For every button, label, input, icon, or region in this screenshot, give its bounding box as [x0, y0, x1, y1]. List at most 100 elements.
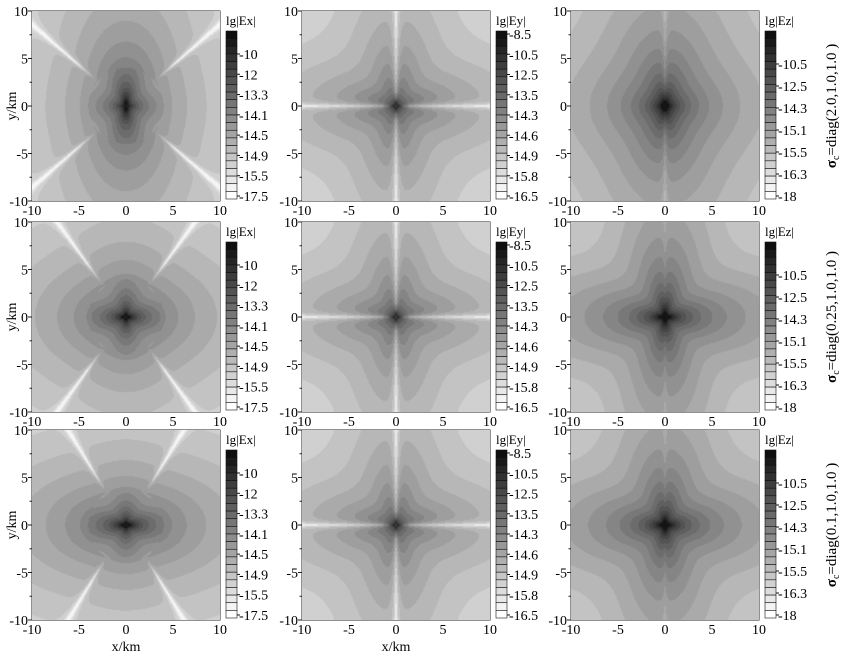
contour-field-ex-row3 — [32, 430, 220, 620]
y-tick-label: -5 — [286, 359, 298, 374]
colorbar-band — [495, 348, 508, 357]
y-tick-label: 5 — [560, 472, 567, 487]
colorbar-band — [764, 541, 777, 550]
colorbar-band — [225, 287, 238, 296]
colorbar-band — [225, 160, 238, 169]
colorbar-tick-label: -15.8 — [509, 381, 538, 396]
y-tick-label: -10 — [9, 614, 28, 629]
y-tick-label: 0 — [21, 100, 28, 115]
colorbar-label: lg|Ey| — [496, 432, 526, 447]
colorbar-tick-label: -15.5 — [778, 146, 807, 161]
colorbar-band — [495, 587, 508, 596]
colorbar-band — [225, 145, 238, 154]
colorbar-band — [495, 457, 508, 466]
colorbar-band — [495, 287, 508, 296]
colorbar-band — [495, 256, 508, 266]
x-tick-label: 0 — [123, 204, 130, 219]
colorbar-tick-label: -17.5 — [239, 401, 268, 416]
y-tick-label: 0 — [291, 311, 298, 326]
y-tick-label: 10 — [284, 5, 298, 20]
x-tick-label: 0 — [393, 415, 400, 430]
colorbar-band — [225, 122, 238, 131]
colorbar-label: lg|Ey| — [496, 13, 526, 28]
colorbar-band — [495, 480, 508, 489]
colorbar-band — [225, 579, 238, 588]
colorbar-band — [764, 449, 777, 458]
colorbar-band — [764, 279, 777, 289]
colorbar-band — [225, 84, 238, 93]
x-tick-label: 10 — [483, 415, 497, 430]
x-tick-label: 10 — [752, 415, 766, 430]
x-tick-label: -10 — [293, 415, 312, 430]
colorbar-tick-label: -12.5 — [778, 80, 807, 95]
colorbar-band — [225, 464, 238, 474]
colorbar-band — [764, 394, 777, 403]
colorbar-band — [225, 175, 238, 185]
y-axis-label: y/km — [5, 303, 20, 332]
colorbar-tick-label: -12 — [239, 487, 258, 502]
y-tick-label: -5 — [286, 148, 298, 163]
diag-text: =diag(2.0,1.0,1.0 ) — [824, 44, 840, 156]
colorbar-tick-label: -15.1 — [778, 335, 807, 350]
contour-field-ez-row3 — [571, 430, 759, 620]
colorbar-band — [495, 272, 508, 281]
diag-text: =diag(0.1,1.0,1.0 ) — [824, 463, 840, 575]
y-tick-label: 0 — [560, 311, 567, 326]
colorbar-label: lg|Ex| — [226, 13, 256, 28]
colorbar-tick-label: -18 — [778, 609, 797, 624]
y-tick-label: -10 — [279, 195, 298, 210]
colorbar-band — [225, 587, 238, 596]
x-axis-label: x/km — [382, 640, 411, 655]
colorbar-band — [225, 457, 238, 466]
colorbar-band — [225, 394, 238, 403]
colorbar-band — [225, 526, 238, 535]
colorbar-tick-label: -14.3 — [509, 109, 538, 124]
y-tick-label: -10 — [279, 406, 298, 421]
x-tick-label: -10 — [23, 415, 42, 430]
colorbar-tick-label: -13.3 — [239, 89, 268, 104]
colorbar-band — [225, 99, 238, 108]
colorbar-band — [495, 160, 508, 169]
colorbar-band — [225, 302, 238, 312]
colorbar-band — [495, 518, 508, 527]
x-tick-label: 0 — [123, 415, 130, 430]
y-tick-label: 10 — [553, 216, 567, 231]
colorbar-label: lg|Ez| — [765, 432, 794, 447]
colorbar-label: lg|Ex| — [226, 432, 256, 447]
colorbar-band — [495, 449, 508, 458]
colorbar-band — [495, 84, 508, 93]
x-tick-label: 0 — [662, 204, 669, 219]
contour-field-ex-row2 — [32, 222, 220, 412]
colorbar-band — [764, 53, 777, 62]
colorbar-tick-label: -8.5 — [509, 239, 531, 254]
colorbar-band — [764, 480, 777, 489]
sigma-subscript: c — [831, 574, 842, 579]
colorbar-band — [764, 386, 777, 396]
colorbar-band — [495, 137, 508, 146]
sigma-symbol: σ — [824, 159, 840, 168]
colorbar-band — [225, 480, 238, 489]
x-tick-label: 10 — [483, 623, 497, 638]
colorbar-tick-label: -14.6 — [509, 548, 538, 563]
colorbar-band — [764, 371, 777, 380]
colorbar-band — [495, 76, 508, 85]
y-tick-label: 0 — [21, 519, 28, 534]
y-tick-label: 5 — [21, 264, 28, 279]
colorbar-band — [764, 145, 777, 154]
colorbar-band — [225, 386, 238, 396]
colorbar-tick-label: -14.5 — [239, 129, 268, 144]
contour-field-ez-row2 — [571, 222, 759, 412]
colorbar-band — [225, 107, 238, 116]
colorbar-band — [495, 114, 508, 123]
colorbar-tick-label: -13.5 — [509, 89, 538, 104]
x-tick-label: 0 — [662, 623, 669, 638]
y-tick-label: -5 — [286, 567, 298, 582]
colorbar-tick-label: -15.5 — [778, 357, 807, 372]
colorbar-band — [225, 602, 238, 611]
y-tick-label: -10 — [548, 406, 567, 421]
x-tick-label: 0 — [662, 415, 669, 430]
colorbar-tick-label: -17.5 — [239, 190, 268, 205]
colorbar-tick-label: -8.5 — [509, 28, 531, 43]
x-tick-label: 5 — [170, 623, 177, 638]
